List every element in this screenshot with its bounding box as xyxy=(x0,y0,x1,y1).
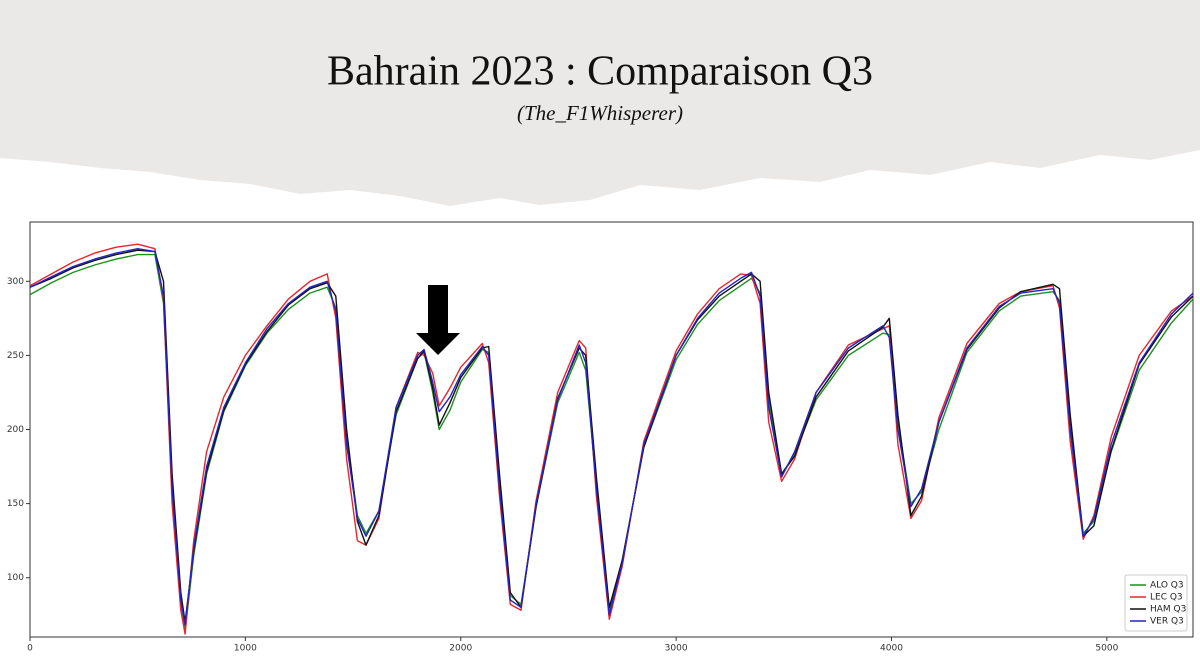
y-tick-label: 300 xyxy=(7,277,24,287)
legend-label: ALO Q3 xyxy=(1150,581,1184,591)
arrow-annotation xyxy=(416,285,460,355)
y-tick-label: 200 xyxy=(7,425,24,435)
y-tick-label: 150 xyxy=(7,499,24,509)
series-line xyxy=(29,248,1194,626)
y-tick-label: 250 xyxy=(7,351,24,361)
legend-label: HAM Q3 xyxy=(1150,605,1186,615)
paper-band xyxy=(0,0,1200,206)
x-tick-label: 0 xyxy=(27,644,33,654)
x-tick-label: 3000 xyxy=(665,644,688,654)
legend-label: VER Q3 xyxy=(1150,617,1184,627)
plot-frame xyxy=(29,221,1194,638)
y-tick-label: 100 xyxy=(7,573,24,583)
x-tick-label: 5000 xyxy=(1095,644,1118,654)
x-tick-label: 4000 xyxy=(880,644,903,654)
plot: 0 1000 2000 3000 4000 5000 100 150 200 250 300 ALO … xyxy=(7,243,1194,654)
x-tick-label: 2000 xyxy=(449,644,472,654)
chart-title: Bahrain 2023 : Comparaison Q3 xyxy=(327,49,873,95)
legend-box xyxy=(1124,574,1188,632)
legend-label: LEC Q3 xyxy=(1150,593,1183,603)
chart-subtitle: (The_F1Whisperer) xyxy=(517,101,683,125)
x-tick-label: 1000 xyxy=(234,644,257,654)
